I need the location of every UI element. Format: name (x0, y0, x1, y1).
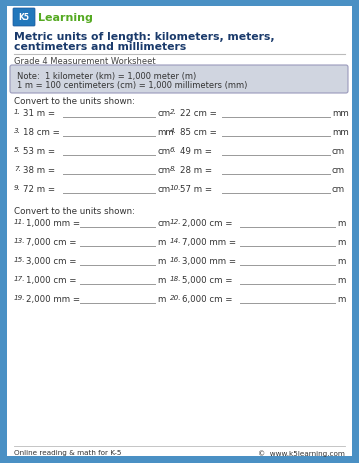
Text: 31 m =: 31 m = (23, 109, 55, 118)
Text: ©  www.k5learning.com: © www.k5learning.com (258, 449, 345, 456)
Text: 1,000 cm =: 1,000 cm = (26, 275, 76, 284)
Text: m: m (157, 294, 165, 303)
FancyBboxPatch shape (10, 66, 348, 94)
Text: 6,000 cm =: 6,000 cm = (182, 294, 233, 303)
Text: 22 cm =: 22 cm = (180, 109, 217, 118)
Text: 11.: 11. (14, 219, 25, 225)
Text: 6.: 6. (170, 147, 177, 153)
Text: m: m (337, 257, 345, 265)
Text: Online reading & math for K-5: Online reading & math for K-5 (14, 449, 121, 455)
Text: 8.: 8. (170, 166, 177, 172)
Text: 85 cm =: 85 cm = (180, 128, 217, 137)
Text: 5,000 cm =: 5,000 cm = (182, 275, 233, 284)
Text: m: m (157, 275, 165, 284)
Text: cm: cm (332, 185, 345, 194)
Text: 2,000 cm =: 2,000 cm = (182, 219, 233, 227)
Text: 3,000 cm =: 3,000 cm = (26, 257, 76, 265)
Text: Convert to the units shown:: Convert to the units shown: (14, 206, 135, 216)
Text: mm: mm (332, 109, 349, 118)
Text: 1 m = 100 centimeters (cm) = 1,000 millimeters (mm): 1 m = 100 centimeters (cm) = 1,000 milli… (17, 81, 247, 90)
Text: m: m (157, 257, 165, 265)
Text: mm: mm (157, 128, 174, 137)
Text: K5: K5 (19, 13, 29, 22)
Text: 3,000 mm =: 3,000 mm = (182, 257, 236, 265)
Text: m: m (157, 238, 165, 246)
Text: cm: cm (157, 109, 170, 118)
Text: 10.: 10. (170, 185, 182, 191)
Text: m: m (337, 294, 345, 303)
Text: cm: cm (157, 219, 170, 227)
Text: Grade 4 Measurement Worksheet: Grade 4 Measurement Worksheet (14, 57, 155, 66)
Text: cm: cm (332, 166, 345, 175)
Text: 72 m =: 72 m = (23, 185, 55, 194)
Text: m: m (337, 219, 345, 227)
Text: 53 m =: 53 m = (23, 147, 55, 156)
Text: 20.: 20. (170, 294, 182, 300)
Text: Convert to the units shown:: Convert to the units shown: (14, 97, 135, 106)
Text: 1,000 mm =: 1,000 mm = (26, 219, 80, 227)
Text: 49 m =: 49 m = (180, 147, 212, 156)
Text: 12.: 12. (170, 219, 182, 225)
Text: cm: cm (157, 166, 170, 175)
Text: 15.: 15. (14, 257, 25, 263)
Text: 18.: 18. (170, 275, 182, 282)
Text: m: m (337, 275, 345, 284)
Text: 2,000 mm =: 2,000 mm = (26, 294, 80, 303)
Text: 17.: 17. (14, 275, 25, 282)
Text: 2.: 2. (170, 109, 177, 115)
Text: 13.: 13. (14, 238, 25, 244)
FancyBboxPatch shape (13, 9, 35, 27)
Text: Metric units of length: kilometers, meters,: Metric units of length: kilometers, mete… (14, 32, 275, 42)
Text: 19.: 19. (14, 294, 25, 300)
Text: m: m (337, 238, 345, 246)
Text: centimeters and millimeters: centimeters and millimeters (14, 42, 186, 52)
Text: 1.: 1. (14, 109, 21, 115)
Text: cm: cm (332, 147, 345, 156)
Text: 9.: 9. (14, 185, 21, 191)
Text: cm: cm (157, 147, 170, 156)
Text: 14.: 14. (170, 238, 182, 244)
Text: cm: cm (157, 185, 170, 194)
FancyBboxPatch shape (7, 7, 352, 456)
Text: 7,000 mm =: 7,000 mm = (182, 238, 236, 246)
Text: 4.: 4. (170, 128, 177, 134)
Text: 57 m =: 57 m = (180, 185, 212, 194)
Text: 7.: 7. (14, 166, 21, 172)
Text: 28 m =: 28 m = (180, 166, 212, 175)
Text: 38 m =: 38 m = (23, 166, 55, 175)
Text: Learning: Learning (38, 13, 93, 23)
Text: Note:  1 kilometer (km) = 1,000 meter (m): Note: 1 kilometer (km) = 1,000 meter (m) (17, 72, 196, 81)
Text: mm: mm (332, 128, 349, 137)
Text: 5.: 5. (14, 147, 21, 153)
Text: 18 cm =: 18 cm = (23, 128, 60, 137)
Text: 16.: 16. (170, 257, 182, 263)
Text: 7,000 cm =: 7,000 cm = (26, 238, 76, 246)
Text: 3.: 3. (14, 128, 21, 134)
